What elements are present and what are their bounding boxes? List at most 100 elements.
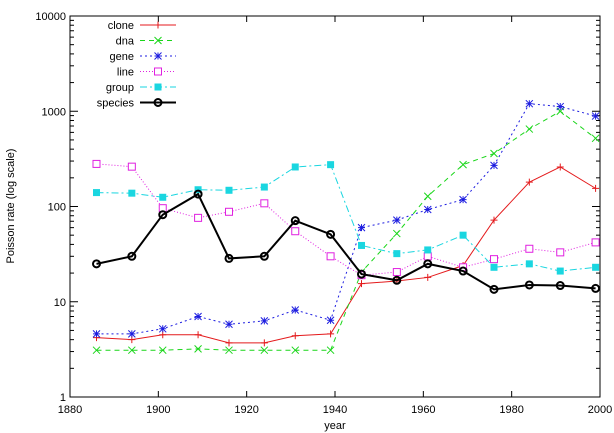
x-tick-label: 1940 [323, 404, 347, 416]
open-circle-marker [92, 259, 101, 269]
x-marker [525, 125, 534, 133]
open-circle-marker [489, 284, 499, 294]
open-circle-marker [524, 280, 534, 290]
series-species [92, 189, 601, 294]
open-circle-marker [193, 189, 203, 199]
data-point-clone [424, 273, 432, 281]
filled-square-marker [459, 231, 467, 239]
star-marker [490, 161, 498, 170]
plus-marker [556, 163, 564, 171]
legend-swatch-marker [154, 83, 162, 91]
filled-square-marker [525, 260, 533, 268]
x-marker [291, 346, 300, 355]
open-square-marker [326, 252, 335, 261]
filled-square-marker [327, 161, 335, 169]
star-marker [127, 330, 136, 338]
y-tick-label: 10000 [35, 11, 66, 23]
x-tick-label: 1920 [234, 404, 258, 416]
x-tick-label: 2000 [588, 404, 612, 416]
series-line-gene [96, 103, 596, 335]
open-square-marker [392, 268, 401, 277]
star-marker [392, 216, 401, 224]
data-point-gene [392, 216, 401, 224]
open-square-marker [556, 248, 565, 257]
star-marker [154, 52, 162, 60]
data-point-dna [158, 346, 167, 355]
data-point-group [159, 193, 167, 201]
data-point-gene [556, 102, 565, 111]
series-line-species [96, 192, 596, 291]
data-point-line [291, 227, 300, 236]
open-square-marker [154, 67, 162, 76]
x-marker [154, 36, 162, 45]
series-dna [92, 107, 600, 355]
plus-marker [260, 339, 268, 347]
data-point-gene [127, 330, 136, 338]
data-point-line [127, 162, 136, 171]
data-point-species [555, 281, 565, 291]
data-point-gene [423, 205, 432, 214]
open-circle-marker [392, 275, 402, 285]
data-point-group [592, 263, 600, 271]
data-point-line [92, 159, 101, 168]
data-point-gene [158, 324, 167, 333]
legend-item-gene: gene [110, 51, 176, 63]
legend-swatch-marker [154, 52, 162, 60]
data-point-clone [556, 163, 564, 171]
data-point-line [326, 252, 335, 261]
data-point-gene [357, 223, 366, 232]
y-tick-label: 100 [48, 202, 66, 214]
data-point-species [489, 284, 499, 294]
axis-ticks: 1880 1900 1920 1940 1960 1980 2000 1 10 100 1000 10… [35, 11, 612, 416]
filled-square-marker [592, 263, 600, 271]
data-point-species [357, 269, 366, 279]
filled-square-marker [128, 189, 136, 197]
x-marker [591, 134, 600, 143]
legend-label: species [97, 98, 135, 110]
plus-marker [291, 332, 299, 340]
data-point-species [259, 251, 269, 261]
filled-square-marker [260, 183, 268, 191]
series-clone [93, 163, 600, 347]
series-line-dna [96, 110, 596, 351]
star-marker [225, 320, 233, 329]
data-point-species [423, 259, 433, 269]
data-point-dna [194, 345, 202, 353]
open-square-marker [490, 255, 498, 264]
data-point-clone [291, 332, 299, 340]
x-marker [158, 346, 167, 355]
data-point-line [556, 248, 565, 257]
star-marker [357, 223, 366, 232]
star-marker [459, 195, 467, 204]
series-line-group [96, 164, 596, 272]
data-point-species [224, 253, 234, 263]
data-point-dna [326, 346, 335, 355]
plus-marker [194, 331, 202, 339]
data-point-gene [459, 195, 467, 204]
data-point-clone [490, 216, 498, 224]
data-point-group [556, 267, 564, 275]
filled-square-marker [93, 189, 100, 197]
x-tick-label: 1900 [146, 404, 170, 416]
filled-square-marker [159, 193, 167, 201]
series-line [92, 159, 600, 280]
series-group [93, 161, 600, 275]
star-marker [525, 99, 534, 108]
data-point-line [194, 213, 203, 222]
open-square-marker [225, 207, 233, 216]
x-marker [127, 346, 136, 355]
x-marker [326, 346, 335, 355]
data-point-dna [490, 149, 498, 158]
data-point-gene [291, 306, 300, 314]
filled-square-marker [556, 267, 564, 275]
open-square-marker [291, 227, 300, 236]
data-point-species [290, 216, 300, 226]
data-point-clone [358, 280, 365, 288]
x-marker [92, 346, 101, 355]
legend-label: dna [116, 36, 135, 48]
series-gene [92, 99, 600, 338]
open-circle-marker [555, 281, 565, 291]
data-point-group [260, 183, 268, 191]
series-line-clone [96, 166, 596, 344]
legend-swatch-marker [153, 98, 163, 107]
